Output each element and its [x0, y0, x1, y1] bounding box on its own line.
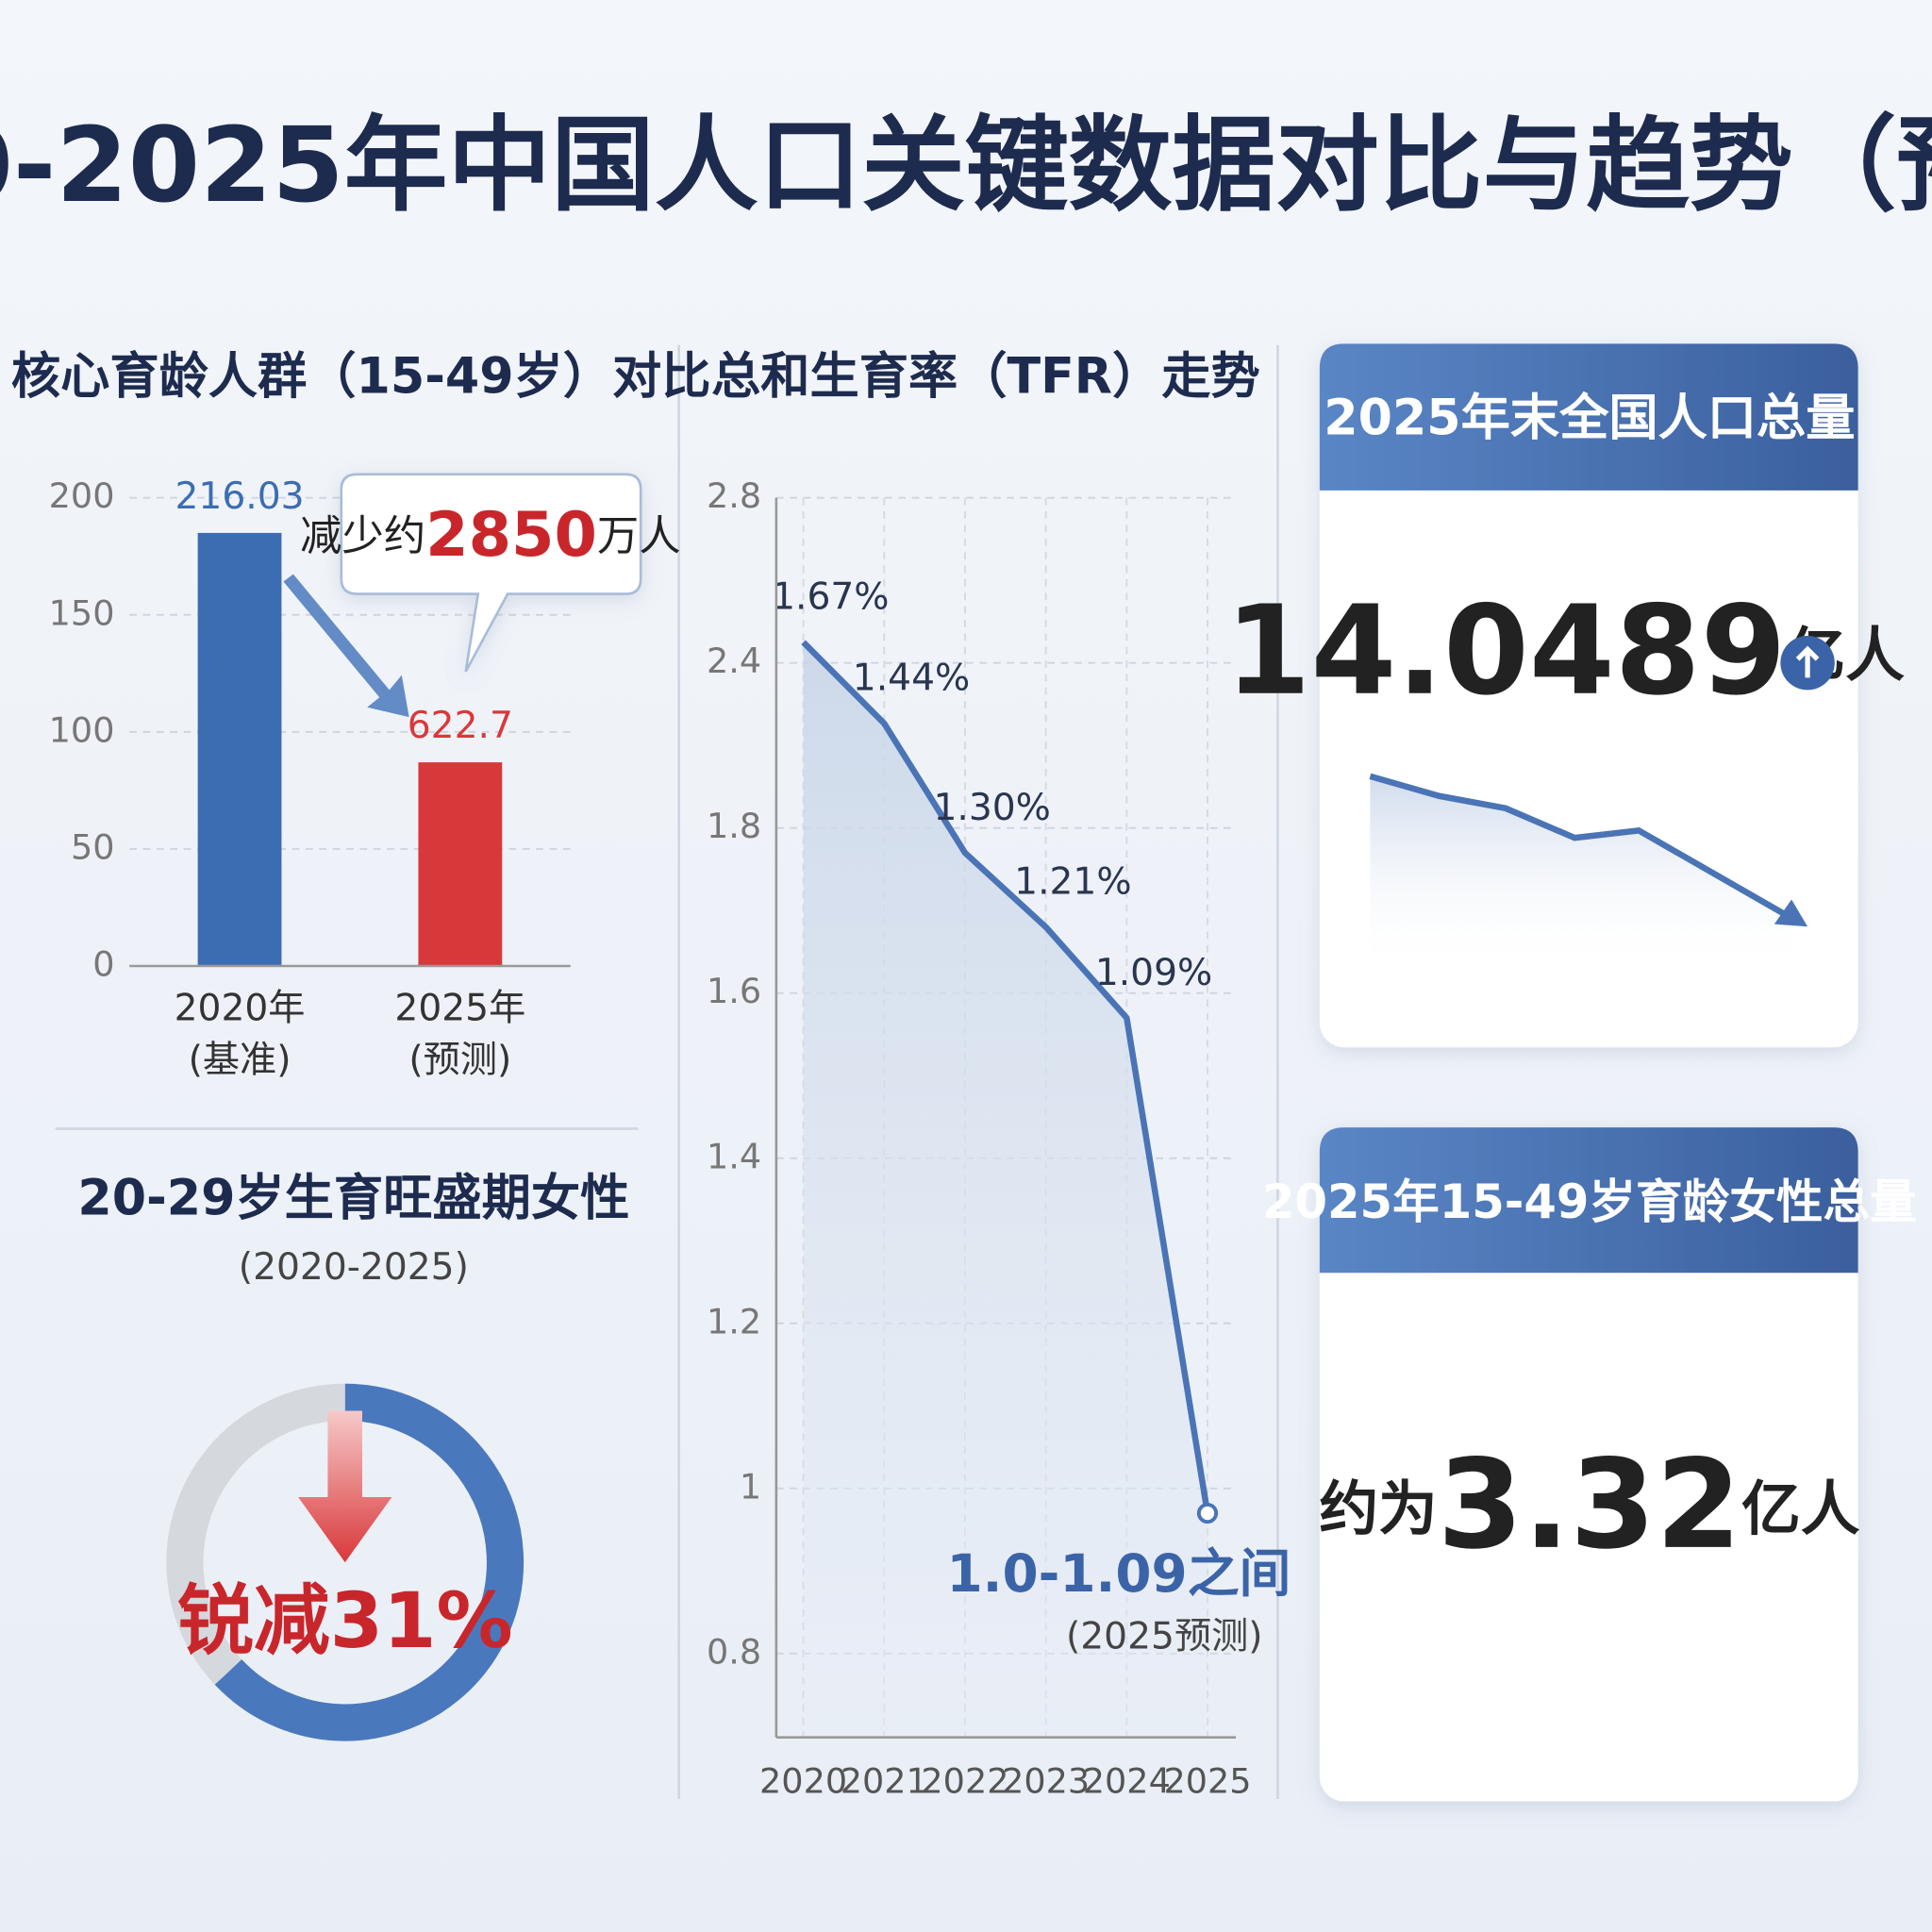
card-title: 2025年末全国人口总量: [1324, 391, 1855, 447]
y-tick-label: 1.8: [707, 806, 761, 846]
x-tick-label: 2020: [759, 1760, 847, 1801]
card-header: [1319, 1127, 1858, 1274]
line-chart: 0.811.21.41.61.82.42.8202020212022202320…: [707, 475, 1252, 1801]
x-tick-label: 2021: [841, 1760, 928, 1801]
y-tick-label: 1.6: [707, 971, 761, 1011]
donut-segment: [214, 1383, 525, 1741]
sparkline-arrow: [1774, 899, 1808, 927]
center-label: 锐减31%: [177, 1577, 513, 1666]
bar-chart: 0 50 100 150 200 216.03 2020年 (基准) 622.7 2025年 (预测…: [49, 475, 571, 1081]
x-tick-label: 2025: [1163, 1760, 1251, 1801]
callout-suffix: 万人: [597, 512, 681, 560]
point: [1196, 1502, 1219, 1524]
line: [801, 640, 1211, 1514]
card-value: 约为3.32亿人: [1319, 1433, 1859, 1576]
x-tick-note: (基准): [189, 1039, 291, 1081]
y-tick-label: 200: [49, 475, 115, 516]
point-label: 1.44%: [853, 658, 970, 700]
x-tick-label: 2024: [1083, 1760, 1171, 1801]
page-title: 2020-2025年中国人口关键数据对比与趋势（预测）: [0, 105, 1932, 225]
up-icon-arrow: [1795, 645, 1820, 678]
donut-chart: [166, 1383, 525, 1741]
chart-subtitle: (2020-2025): [239, 1246, 469, 1289]
card-value: 14.0489亿人: [1225, 578, 1906, 722]
x-tick-label: 2022: [921, 1760, 1008, 1801]
y-tick-label: 50: [71, 826, 115, 867]
y-tick-label: 1.4: [707, 1136, 761, 1176]
bar: [197, 532, 282, 966]
card-title: 2025年15-49岁育龄女性总量: [1262, 1174, 1917, 1229]
callout-bubble: [340, 473, 642, 673]
point-label: 1.30%: [933, 787, 1050, 829]
chart-title: 总和生育率（TFR）走势: [711, 348, 1260, 405]
x-tick-label: 2020年: [175, 988, 306, 1030]
callout-number: 2850: [425, 499, 597, 571]
value: 3.32: [1438, 1433, 1741, 1576]
bar-label: 622.7: [408, 705, 513, 747]
donut-segment: [166, 1383, 345, 1685]
y-tick-label: 0.8: [707, 1631, 761, 1672]
sparkline-area: [1370, 775, 1793, 974]
annotation-note: (2025预测): [1066, 1616, 1263, 1658]
y-tick-label: 100: [49, 709, 115, 750]
sparkline: [1369, 773, 1791, 920]
point-label: 1.21%: [1014, 861, 1131, 904]
x-tick-label: 2023: [1002, 1760, 1090, 1801]
y-tick-label: 150: [49, 592, 115, 633]
down-arrow: [298, 1410, 392, 1563]
x-tick-label: 2025年: [394, 988, 525, 1030]
point-label: 1.67%: [772, 576, 889, 619]
bar-label: 216.03: [175, 475, 305, 518]
value: 14.0489: [1225, 578, 1787, 722]
chart-title: 20-29岁生育旺盛期女性: [77, 1170, 629, 1226]
y-tick-label: 1: [740, 1466, 761, 1507]
card-header: [1319, 343, 1858, 491]
y-tick-label: 2.4: [707, 641, 761, 681]
bar: [418, 762, 503, 966]
line-area: [803, 641, 1208, 1737]
prefix: 约为: [1319, 1474, 1437, 1543]
x-tick-note: (预测): [408, 1039, 511, 1081]
y-tick-label: 1.2: [707, 1301, 761, 1341]
y-tick-label: 2.8: [707, 475, 761, 516]
decrease-arrow: [283, 574, 409, 718]
unit: 亿人: [1741, 1474, 1860, 1543]
annotation: 1.0-1.09之间: [946, 1543, 1291, 1604]
point-label: 1.09%: [1095, 952, 1212, 994]
chart-title: 核心育龄人群（15-49岁）对比: [11, 348, 711, 405]
callout-prefix: 减少约: [300, 512, 425, 560]
callout: [340, 473, 642, 673]
y-tick-label: 0: [92, 944, 114, 985]
callout-text: 减少约2850万人: [300, 499, 681, 571]
card: [1319, 1127, 1858, 1802]
card-body: [1319, 1127, 1858, 1802]
